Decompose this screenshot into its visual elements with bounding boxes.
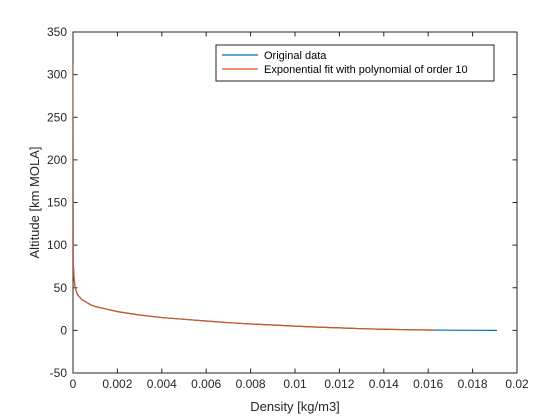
- x-tick-label: 0.01: [283, 377, 307, 391]
- y-tick-label: 250: [47, 110, 67, 124]
- plot-background: [73, 32, 517, 373]
- y-tick-label: -50: [50, 366, 68, 380]
- y-tick-label: 300: [47, 68, 67, 82]
- y-tick-label: 350: [47, 25, 67, 39]
- legend-box: [215, 44, 495, 82]
- legend-entry-1: Original data: [264, 50, 327, 62]
- y-tick-label: 150: [47, 196, 67, 210]
- x-tick-label: 0.006: [191, 377, 221, 391]
- legend-entry-2: Exponential fit with polynomial of order…: [264, 64, 468, 76]
- y-tick-label: 200: [47, 153, 67, 167]
- y-axis-label: Altitude [km MOLA]: [27, 147, 42, 259]
- y-tick-label: 50: [54, 281, 68, 295]
- x-tick-label: 0.004: [147, 377, 177, 391]
- x-tick-label: 0.002: [102, 377, 132, 391]
- y-tick-label: 0: [60, 323, 67, 337]
- plot-area: [73, 32, 517, 373]
- x-tick-label: 0.014: [369, 377, 399, 391]
- x-tick-label: 0.008: [236, 377, 266, 391]
- x-tick-label: 0.012: [324, 377, 354, 391]
- ticks: 0 0.002 0.004 0.006 0.008 0.01 0.012 0.014 0.016…: [47, 25, 529, 391]
- series-lines: [73, 64, 498, 331]
- x-tick-label: 0: [70, 377, 77, 391]
- x-tick-label: 0.02: [505, 377, 529, 391]
- x-axis-label: Density [kg/m3]: [250, 399, 340, 414]
- series-line-2: [73, 64, 435, 331]
- x-tick-label: 0.018: [458, 377, 488, 391]
- y-tick-label: 100: [47, 238, 67, 252]
- legend: Original data Exponential fit with polyno…: [215, 44, 495, 82]
- x-tick-label: 0.016: [413, 377, 443, 391]
